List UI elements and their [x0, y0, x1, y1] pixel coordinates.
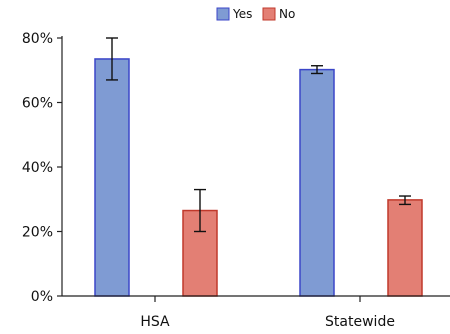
y-tick-label: 20%	[22, 225, 53, 241]
x-tick-label: Statewide	[325, 314, 395, 330]
legend-swatch-no	[262, 7, 276, 21]
bars	[94, 58, 423, 297]
bar-no-statewide	[387, 199, 423, 297]
bar-yes-statewide	[299, 68, 335, 297]
y-tick-label: 0%	[31, 289, 53, 305]
legend-swatch-yes	[216, 7, 230, 21]
y-axis: 0% 20% 40% 60% 80%	[22, 31, 63, 305]
legend-label-no: No	[279, 7, 295, 21]
error-bars	[106, 37, 411, 233]
legend: Yes No	[216, 7, 295, 21]
legend-label-yes: Yes	[232, 7, 252, 21]
x-axis: HSA Statewide	[62, 295, 450, 330]
y-tick-label: 60%	[22, 96, 53, 112]
bar-yes-hsa	[94, 58, 130, 297]
y-tick-label: 40%	[22, 160, 53, 176]
y-tick-label: 80%	[22, 31, 53, 47]
x-tick-label: HSA	[140, 314, 170, 330]
